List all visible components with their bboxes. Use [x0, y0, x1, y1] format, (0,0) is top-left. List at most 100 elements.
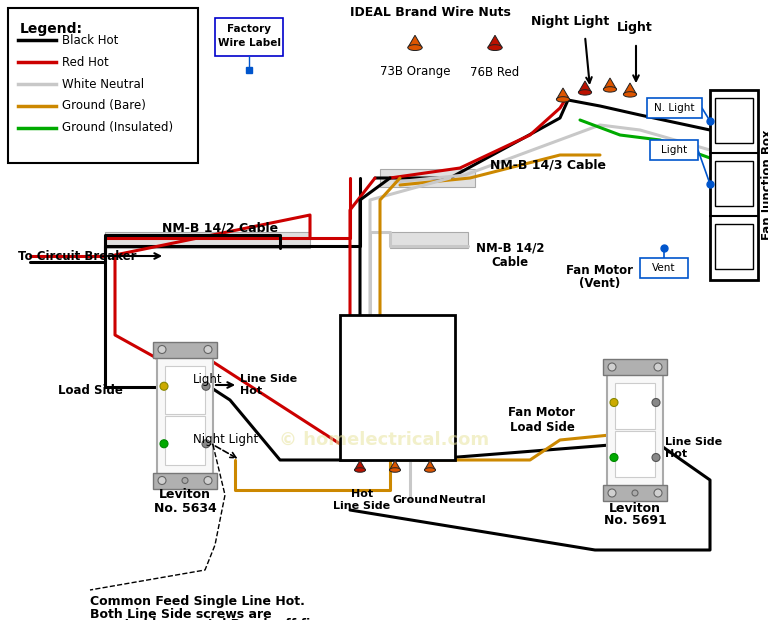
Text: To Circuit Breaker: To Circuit Breaker: [18, 249, 137, 262]
Ellipse shape: [578, 90, 591, 95]
Text: connected by a metal Break-off fin.: connected by a metal Break-off fin.: [75, 618, 324, 620]
Text: 76B Red: 76B Red: [470, 66, 520, 79]
Circle shape: [160, 440, 168, 448]
Circle shape: [654, 363, 662, 371]
Polygon shape: [355, 461, 366, 470]
Circle shape: [652, 399, 660, 407]
Ellipse shape: [408, 45, 422, 50]
Text: NM-B 14/3 Cable: NM-B 14/3 Cable: [490, 159, 606, 172]
Bar: [715, 98, 753, 143]
Circle shape: [204, 345, 212, 353]
Polygon shape: [556, 88, 570, 99]
Ellipse shape: [556, 97, 570, 102]
Polygon shape: [624, 83, 637, 94]
FancyBboxPatch shape: [607, 372, 663, 488]
Polygon shape: [105, 232, 310, 248]
Bar: [603, 485, 667, 501]
Circle shape: [654, 489, 662, 497]
Polygon shape: [604, 78, 617, 89]
Circle shape: [202, 383, 210, 390]
Polygon shape: [389, 461, 400, 470]
Bar: [340, 315, 455, 460]
Ellipse shape: [389, 467, 400, 472]
FancyBboxPatch shape: [157, 355, 213, 476]
Polygon shape: [578, 81, 591, 92]
Circle shape: [652, 453, 660, 461]
Circle shape: [632, 490, 638, 496]
Text: Vent: Vent: [652, 263, 676, 273]
Text: Wire Label: Wire Label: [217, 38, 280, 48]
Polygon shape: [390, 232, 468, 248]
Ellipse shape: [355, 467, 366, 472]
Text: Neutral: Neutral: [439, 495, 485, 505]
Text: (Vent): (Vent): [579, 278, 621, 291]
Bar: [603, 359, 667, 375]
Text: Fan Motor
Load Side: Fan Motor Load Side: [508, 406, 575, 434]
Circle shape: [610, 453, 618, 461]
Text: Fan Junction Box: Fan Junction Box: [762, 130, 768, 240]
Text: White Neutral: White Neutral: [62, 78, 144, 91]
Circle shape: [160, 383, 168, 390]
Text: NM-B 14/2: NM-B 14/2: [475, 242, 545, 254]
Circle shape: [610, 399, 618, 407]
Text: Leviton: Leviton: [159, 489, 211, 502]
Bar: [715, 161, 753, 206]
Polygon shape: [488, 35, 502, 48]
Text: Fan Motor: Fan Motor: [567, 264, 634, 277]
Bar: [153, 472, 217, 489]
Text: 73B Orange: 73B Orange: [379, 66, 450, 79]
Circle shape: [608, 489, 616, 497]
Ellipse shape: [488, 45, 502, 50]
Bar: [215, 18, 283, 56]
Bar: [165, 366, 205, 414]
Polygon shape: [425, 461, 435, 470]
Text: Factory: Factory: [227, 24, 271, 34]
Text: Line Side
Hot: Line Side Hot: [240, 374, 297, 396]
Text: Hot
Line Side: Hot Line Side: [333, 489, 391, 511]
Text: Red Hot: Red Hot: [62, 56, 109, 68]
Text: Ground (Bare): Ground (Bare): [62, 99, 146, 112]
Ellipse shape: [604, 87, 617, 92]
Text: Line Side
Hot: Line Side Hot: [665, 437, 722, 459]
Circle shape: [204, 477, 212, 484]
Bar: [710, 90, 758, 280]
Text: Light: Light: [617, 22, 653, 35]
Text: Ground (Insulated): Ground (Insulated): [62, 122, 173, 135]
Text: Ground: Ground: [392, 495, 438, 505]
Polygon shape: [408, 35, 422, 48]
Bar: [640, 258, 688, 278]
Bar: [647, 98, 702, 118]
Bar: [165, 416, 205, 464]
Text: No. 5634: No. 5634: [154, 502, 217, 515]
Text: Night Light: Night Light: [193, 433, 258, 446]
Text: Load Side: Load Side: [58, 384, 123, 397]
Text: NM-B 14/2 Cable: NM-B 14/2 Cable: [162, 221, 278, 234]
Bar: [615, 431, 655, 477]
Text: IDEAL Brand Wire Nuts: IDEAL Brand Wire Nuts: [349, 6, 511, 19]
Text: Leviton: Leviton: [609, 502, 661, 515]
Circle shape: [158, 345, 166, 353]
Polygon shape: [380, 169, 475, 187]
Text: Legend:: Legend:: [20, 22, 83, 36]
Bar: [715, 224, 753, 269]
Circle shape: [158, 477, 166, 484]
Text: N. Light: N. Light: [654, 103, 694, 113]
Text: Black Hot: Black Hot: [62, 33, 118, 46]
Text: No. 5691: No. 5691: [604, 515, 667, 528]
Bar: [615, 383, 655, 429]
Ellipse shape: [425, 467, 435, 472]
Ellipse shape: [624, 92, 637, 97]
Circle shape: [182, 477, 188, 484]
Text: Common Feed Single Line Hot.: Common Feed Single Line Hot.: [90, 595, 305, 608]
Circle shape: [202, 440, 210, 448]
Text: Night Light: Night Light: [531, 16, 609, 29]
Text: Cable: Cable: [492, 255, 528, 268]
Bar: [153, 342, 217, 358]
Text: Light: Light: [193, 373, 223, 386]
Text: Light: Light: [661, 145, 687, 155]
Bar: [8, 8, 198, 163]
Bar: [650, 140, 698, 160]
Circle shape: [608, 363, 616, 371]
Text: Both Line Side screws are: Both Line Side screws are: [90, 608, 272, 620]
Text: © homelectrical.com: © homelectrical.com: [279, 431, 489, 449]
